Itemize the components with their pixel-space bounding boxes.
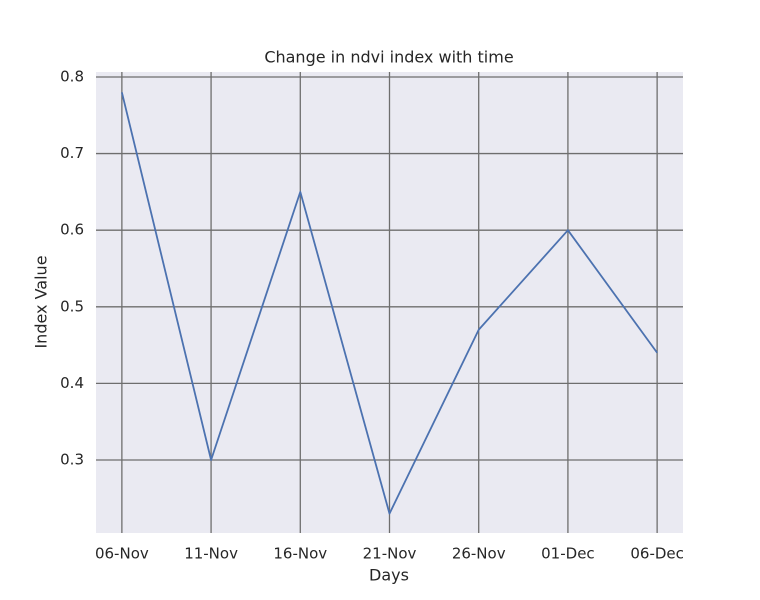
line xyxy=(120,92,658,515)
y-tick-label: 0.4 xyxy=(60,374,84,392)
y-axis-label: Index Value xyxy=(32,255,51,348)
y-tick-label: 0.6 xyxy=(60,221,84,239)
y-tick-label: 0.3 xyxy=(60,450,84,468)
y-tick-label: 0.8 xyxy=(60,67,84,85)
x-tick-label: 06-Dec xyxy=(630,545,684,563)
chart-title: Change in ndvi index with time xyxy=(264,48,513,67)
x-tick-label: 06-Nov xyxy=(95,545,149,563)
x-axis-label: Days xyxy=(369,566,409,585)
x-tick-label: 16-Nov xyxy=(273,545,327,563)
x-tick-label: 21-Nov xyxy=(363,545,417,563)
y-tick-label: 0.7 xyxy=(60,144,84,162)
y-tick-label: 0.5 xyxy=(60,297,84,315)
x-tick-label: 01-Dec xyxy=(541,545,595,563)
x-tick-label: 26-Nov xyxy=(452,545,506,563)
x-tick-label: 11-Nov xyxy=(184,545,238,563)
